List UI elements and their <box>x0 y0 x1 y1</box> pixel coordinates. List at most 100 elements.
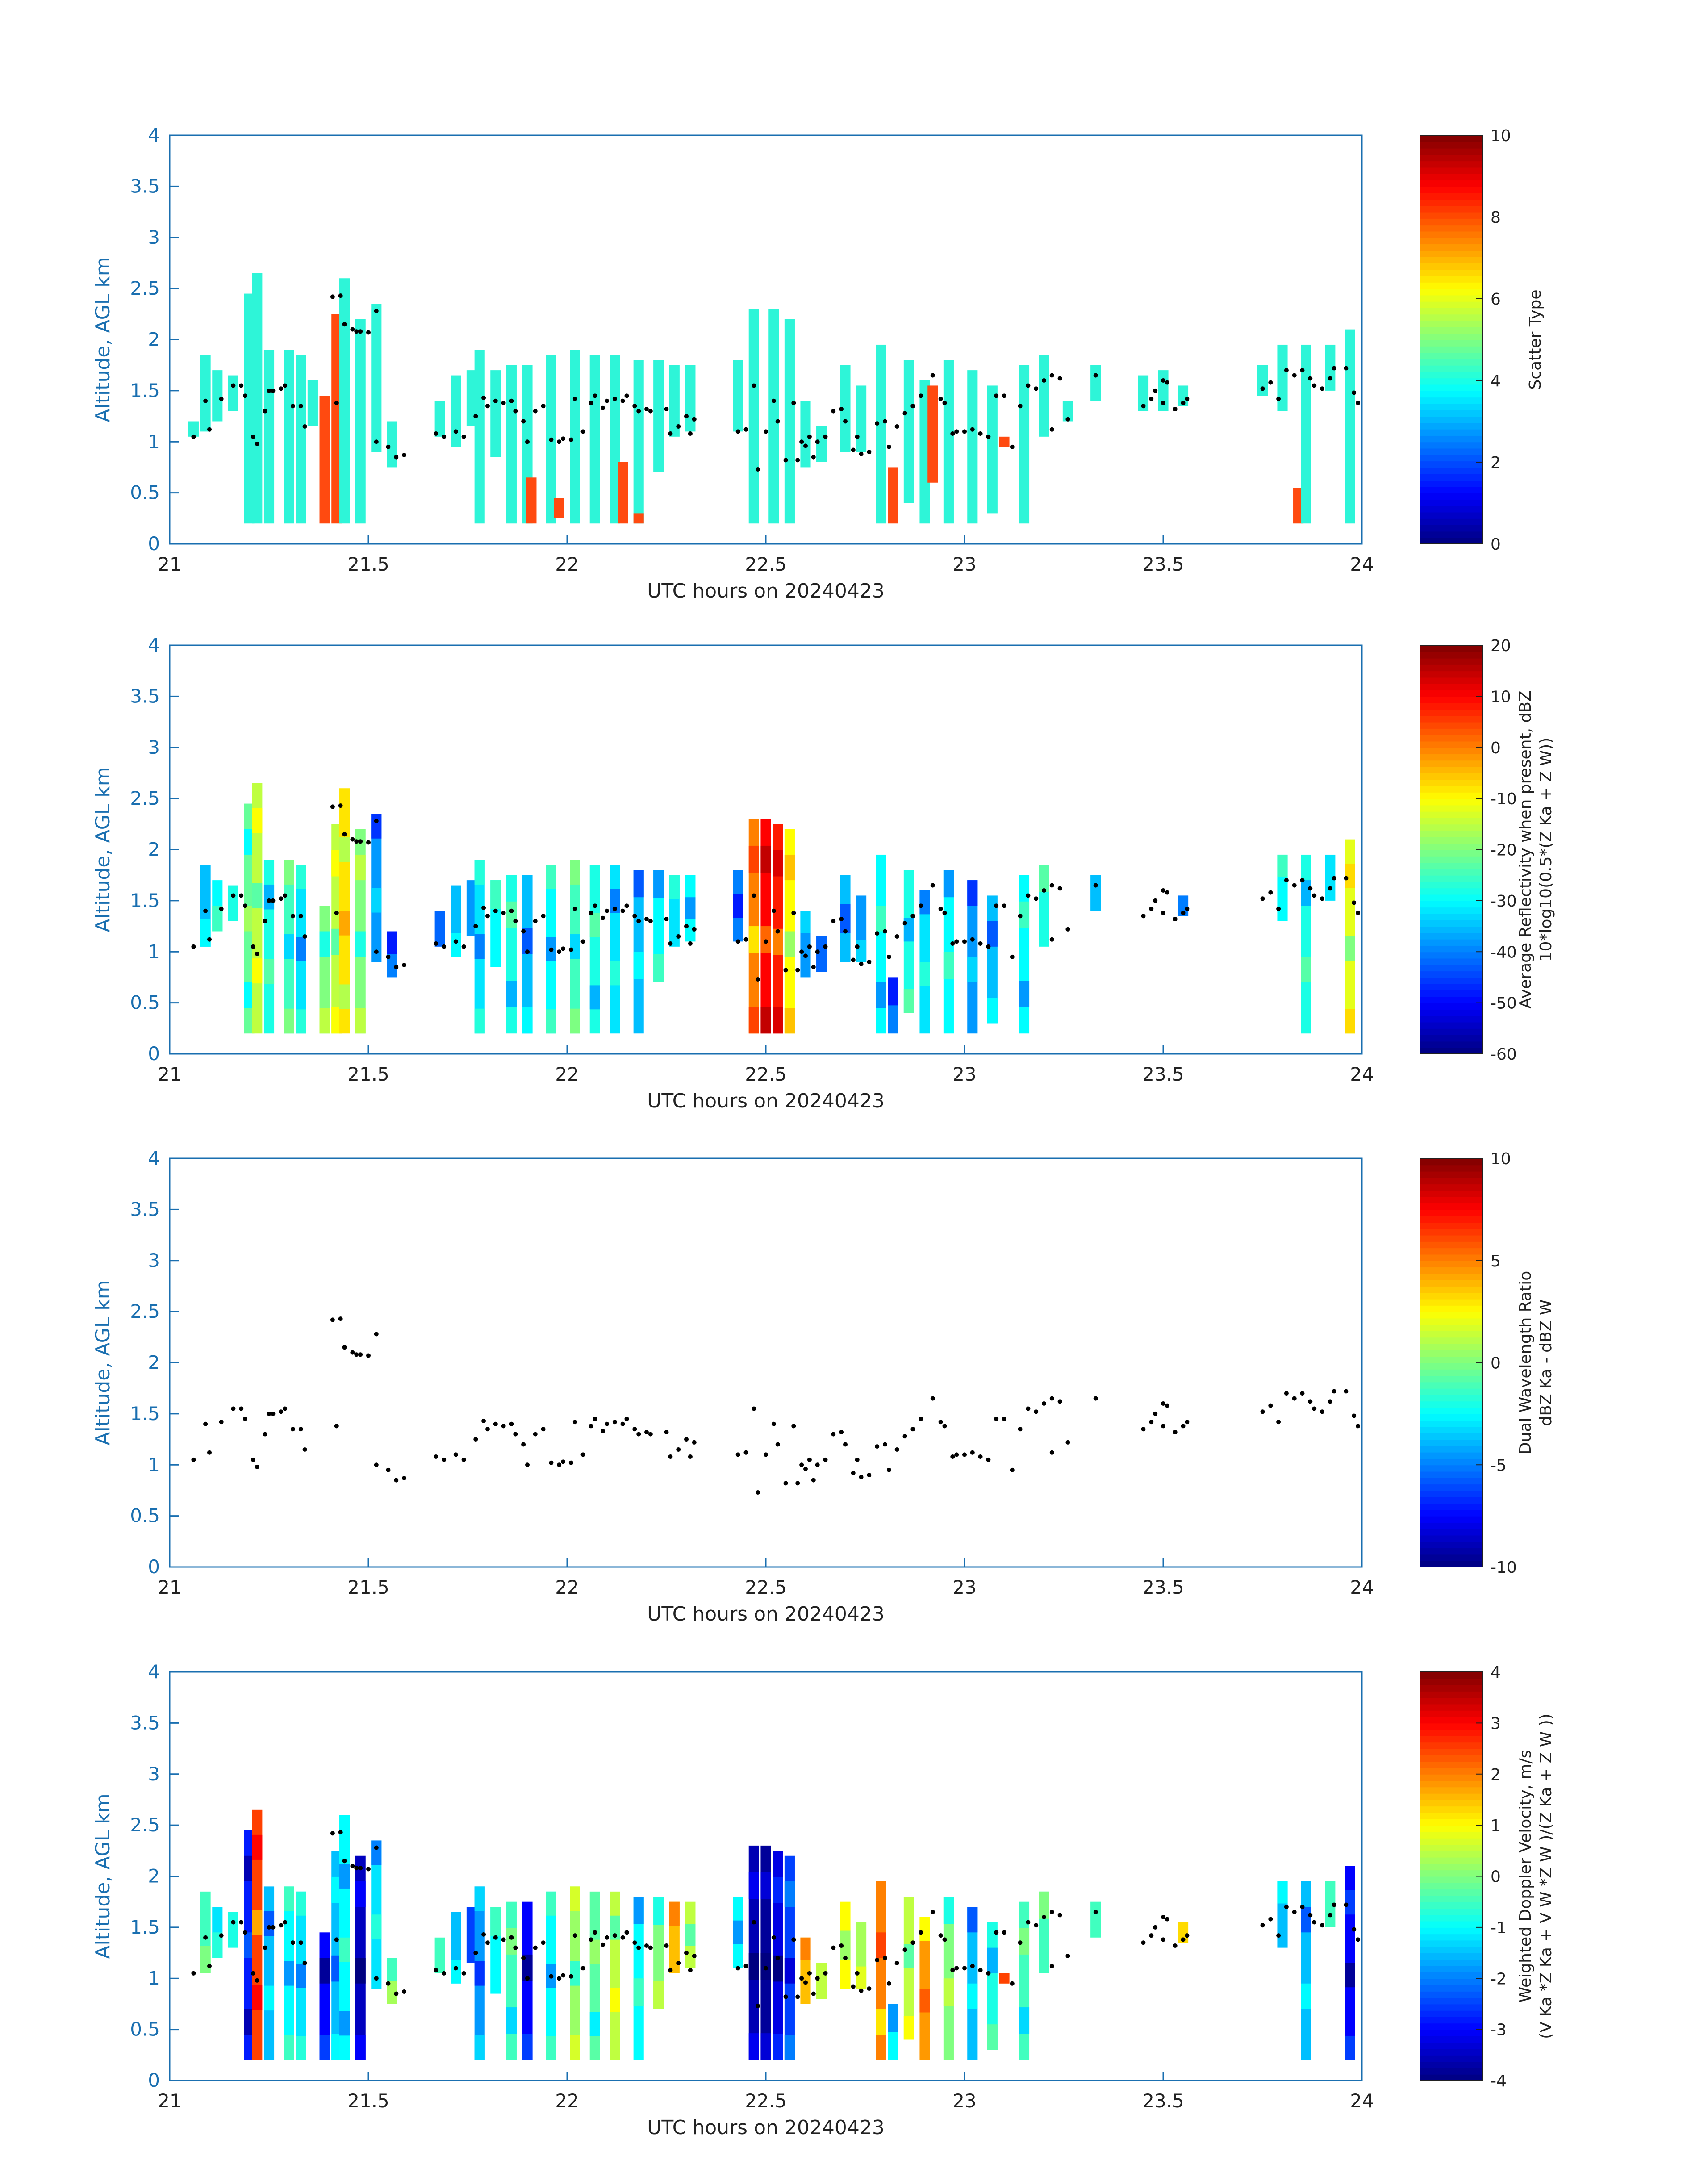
data-cell <box>633 1897 644 1924</box>
data-column <box>506 365 517 524</box>
cloud-base-marker <box>593 1417 597 1421</box>
y-tick-label: 1 <box>148 430 160 452</box>
cloud-base-marker <box>986 434 991 439</box>
cloud-base-marker <box>203 398 208 403</box>
cloud-base-marker <box>668 431 673 436</box>
cloud-base-marker <box>298 1427 303 1432</box>
cloud-base-marker <box>509 908 514 913</box>
cloud-base-marker <box>1034 386 1039 391</box>
data-cell <box>339 1864 350 1889</box>
y-axis-label: Altitude, AGL km <box>92 257 114 422</box>
cloud-base-marker <box>1332 366 1336 371</box>
cloud-base-marker <box>910 1940 915 1945</box>
colorbar-segment <box>1420 416 1482 423</box>
colorbar-segment <box>1420 1889 1482 1896</box>
colorbar-segment <box>1420 939 1482 946</box>
cloud-base-marker <box>1002 1930 1006 1935</box>
x-axis-label: UTC hours on 20240423 <box>647 1603 885 1625</box>
data-cell <box>355 1958 366 1984</box>
colorbar-segment <box>1420 1522 1482 1529</box>
cloud-base-marker <box>1065 417 1070 422</box>
data-cell <box>339 984 350 1009</box>
colorbar-segment <box>1420 1684 1482 1692</box>
cloud-base-marker <box>374 309 379 313</box>
cloud-base-marker <box>688 1454 693 1459</box>
cloud-base-marker <box>1332 876 1336 881</box>
cloud-base-marker <box>255 1978 259 1983</box>
data-cell <box>1019 901 1030 928</box>
data-column <box>506 1901 517 2060</box>
y-tick-label: 2 <box>148 1865 160 1887</box>
cloud-base-marker <box>632 1940 637 1945</box>
colorbar-segment <box>1420 856 1482 863</box>
data-column <box>570 350 580 524</box>
colorbar-segment <box>1420 964 1482 972</box>
cloud-base-marker <box>986 944 991 949</box>
cloud-base-marker <box>330 804 335 809</box>
cloud-base-marker <box>1049 427 1054 432</box>
colorbar: -10 -5 0 5 10 Dual Wavelength Ratio dBZ Ka - d… <box>1420 1150 1555 1577</box>
colorbar-segment <box>1420 1503 1482 1510</box>
colorbar-segment <box>1420 881 1482 889</box>
cloud-base-marker <box>1308 376 1313 381</box>
colorbar-segment <box>1420 1691 1482 1698</box>
cloud-base-marker <box>620 1935 625 1940</box>
data-cell <box>903 2016 914 2040</box>
cloud-base-marker <box>688 431 693 436</box>
cloud-base-marker <box>386 954 391 959</box>
cloud-base-marker <box>271 1411 276 1416</box>
colorbar-segment <box>1420 1870 1482 1877</box>
cloud-base-marker <box>1320 1409 1324 1414</box>
x-tick-label: 22 <box>555 553 579 575</box>
colorbar-segment <box>1420 664 1482 672</box>
data-column <box>816 936 827 972</box>
colorbar-segment <box>1420 186 1482 193</box>
colorbar-segment <box>1420 218 1482 226</box>
cloud-base-marker <box>954 1966 959 1971</box>
cloud-base-marker <box>938 397 943 401</box>
cloud-base-marker <box>756 2004 760 2009</box>
data-cell <box>773 1955 783 1982</box>
y-tick-label: 2.5 <box>130 1814 160 1836</box>
cloud-base-marker <box>207 1964 212 1968</box>
cloud-base-marker <box>580 1966 585 1971</box>
data-cell <box>1019 981 1030 1007</box>
data-cell <box>633 952 644 979</box>
data-column <box>653 360 664 472</box>
cloud-base-marker <box>938 1420 943 1425</box>
cloud-base-marker <box>525 439 530 444</box>
data-cell <box>474 1961 485 1986</box>
cloud-base-marker <box>1181 401 1186 405</box>
colorbar-segment <box>1420 1509 1482 1517</box>
colorbar-segment <box>1420 1407 1482 1414</box>
data-cell <box>1178 895 1189 916</box>
cloud-base-marker <box>1065 1440 1070 1445</box>
cloud-base-marker <box>978 1968 983 1972</box>
data-column <box>1019 1901 1030 2060</box>
cloud-base-marker <box>239 383 244 388</box>
y-tick-label: 3.5 <box>130 685 160 707</box>
y-tick-label: 0.5 <box>130 482 160 504</box>
cloud-base-marker <box>950 941 955 946</box>
cloud-base-marker <box>752 1920 756 1925</box>
cloud-base-marker <box>374 439 379 444</box>
cloud-base-marker <box>1268 380 1273 385</box>
cloud-base-marker <box>374 1462 379 1467</box>
cloud-base-marker <box>962 1966 967 1971</box>
data-cell <box>490 880 501 909</box>
colorbar-segment <box>1420 1516 1482 1523</box>
cloud-base-marker <box>589 911 593 915</box>
cloud-base-marker <box>334 911 339 915</box>
cloud-base-marker <box>938 907 943 911</box>
data-cell <box>987 1947 998 1973</box>
data-column <box>228 375 238 411</box>
colorbar-segment <box>1420 1787 1482 1794</box>
data-cell <box>355 1008 366 1034</box>
colorbar-segment <box>1420 506 1482 513</box>
colorbar-segment <box>1420 180 1482 187</box>
colorbar-segment <box>1420 1972 1482 1979</box>
colorbar-segment <box>1420 384 1482 391</box>
colorbar-tick-label: 2 <box>1491 1766 1501 1784</box>
cloud-base-marker <box>354 329 359 334</box>
cloud-base-marker <box>791 911 796 915</box>
